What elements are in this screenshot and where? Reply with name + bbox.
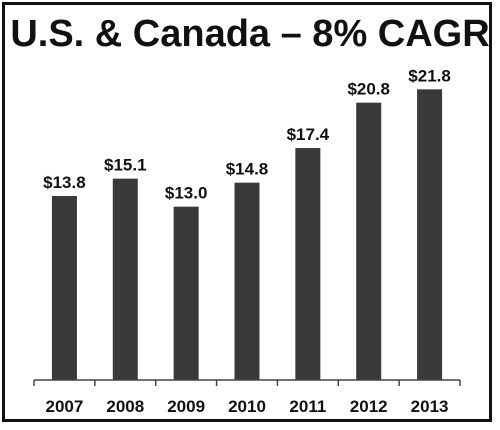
x-ticks-group bbox=[33, 380, 461, 386]
bar-2010 bbox=[234, 182, 260, 380]
bar-2012 bbox=[356, 102, 382, 381]
data-label-2013: $21.8 bbox=[408, 66, 451, 85]
x-label-2011: 2011 bbox=[289, 397, 326, 416]
x-label-2007: 2007 bbox=[46, 397, 84, 416]
x-label-2009: 2009 bbox=[167, 397, 205, 416]
bar-2008 bbox=[112, 178, 138, 380]
x-labels-group: 2007 2008 2009 2010 2011 2012 2013 bbox=[46, 397, 449, 416]
bars-group bbox=[51, 89, 443, 381]
data-label-2011: $17.4 bbox=[287, 125, 330, 144]
bar-2011 bbox=[295, 148, 321, 380]
x-label-2008: 2008 bbox=[106, 397, 144, 416]
data-label-2008: $15.1 bbox=[104, 156, 147, 175]
data-label-2010: $14.8 bbox=[226, 160, 269, 179]
data-label-2012: $20.8 bbox=[347, 80, 390, 99]
bar-2009 bbox=[173, 206, 199, 380]
x-label-2010: 2010 bbox=[228, 397, 266, 416]
x-label-2013: 2013 bbox=[411, 397, 449, 416]
x-label-2012: 2012 bbox=[350, 397, 388, 416]
chart-title: U.S. & Canada – 8% CAGR bbox=[10, 13, 489, 55]
data-label-2007: $13.8 bbox=[43, 173, 86, 192]
data-label-2009: $13.0 bbox=[165, 184, 208, 203]
data-labels-group: $13.8 $15.1 $13.0 $14.8 $17.4 $20.8 $21.8 bbox=[43, 66, 451, 202]
bar-2013 bbox=[417, 89, 443, 380]
bar-2007 bbox=[51, 196, 77, 380]
